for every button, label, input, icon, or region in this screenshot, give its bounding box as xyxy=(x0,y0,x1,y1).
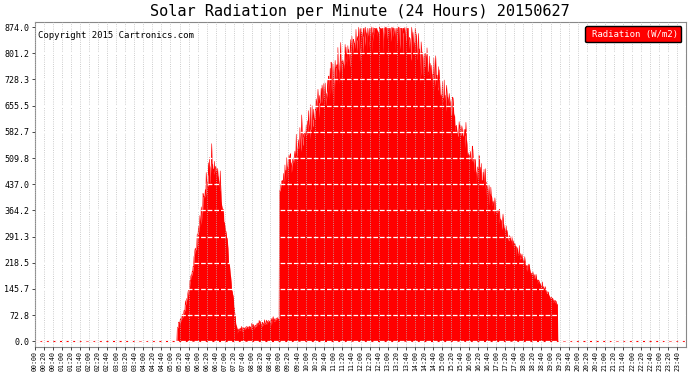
Legend: Radiation (W/m2): Radiation (W/m2) xyxy=(585,26,681,42)
Text: Copyright 2015 Cartronics.com: Copyright 2015 Cartronics.com xyxy=(38,32,194,40)
Title: Solar Radiation per Minute (24 Hours) 20150627: Solar Radiation per Minute (24 Hours) 20… xyxy=(150,4,570,19)
